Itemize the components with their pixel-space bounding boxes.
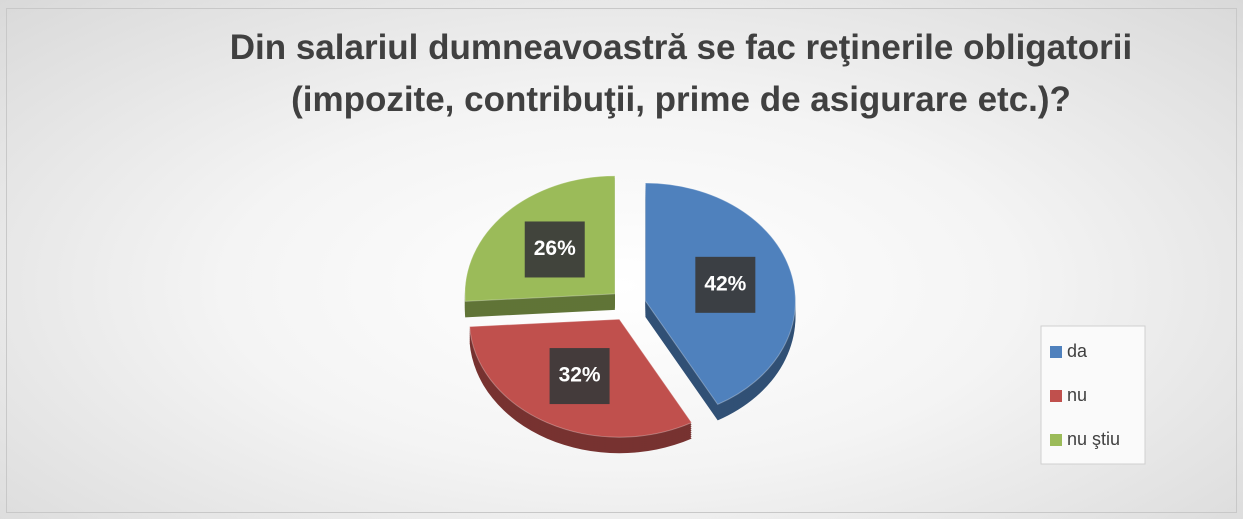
data-label-box (524, 221, 585, 278)
data-label: 32% (559, 364, 601, 387)
chart-frame (6, 8, 1237, 513)
chart-title: Din salariul dumneavoastră se fac reţine… (229, 28, 1133, 119)
legend-label: nu (1067, 385, 1087, 405)
legend-label: nu ştiu (1067, 429, 1120, 449)
legend-label: da (1067, 341, 1088, 361)
legend-swatch (1050, 346, 1062, 358)
data-label: 26% (534, 237, 576, 260)
data-label: 42% (704, 272, 746, 295)
data-label-box (549, 348, 610, 405)
legend-swatch (1050, 434, 1062, 446)
legend-swatch (1050, 390, 1062, 402)
data-label-box (695, 256, 756, 313)
